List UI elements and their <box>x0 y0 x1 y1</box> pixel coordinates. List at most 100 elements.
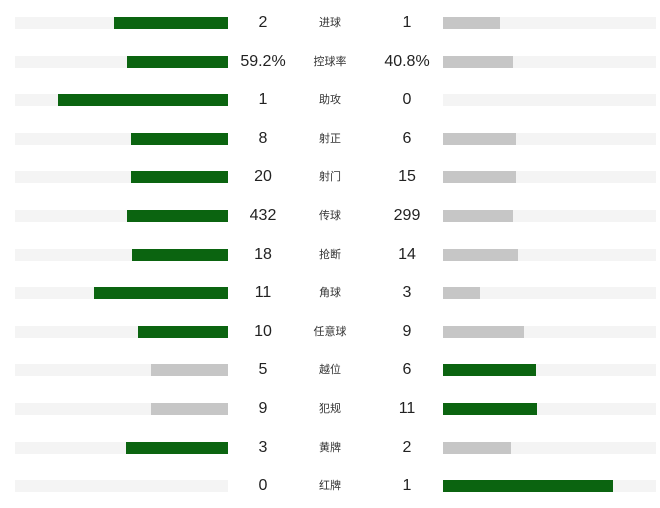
home-value: 3 <box>258 438 268 456</box>
home-bar-track <box>15 248 228 261</box>
home-bar-track <box>15 17 228 29</box>
away-bar <box>443 132 517 145</box>
home-bar <box>130 132 228 145</box>
away-value: 6 <box>402 361 412 379</box>
home-value: 1 <box>258 91 268 109</box>
home-value: 9 <box>258 400 268 417</box>
away-bar <box>443 248 518 261</box>
stat-row: 10 任意球 9 <box>0 322 660 342</box>
home-bar-track <box>15 403 228 415</box>
stat-row: 59.2% 控球率 40.8% <box>0 52 660 72</box>
stat-row: 432 传球 299 <box>0 206 660 226</box>
stat-label: 进球 <box>319 16 341 29</box>
home-bar <box>94 287 228 300</box>
away-bar-track <box>443 94 656 107</box>
away-value: 1 <box>402 477 412 495</box>
home-bar <box>130 171 228 184</box>
stat-label: 射门 <box>319 170 341 184</box>
stat-row: 9 犯规 11 <box>0 399 660 419</box>
away-bar-track <box>443 403 656 415</box>
away-value: 0 <box>402 91 412 109</box>
stat-label: 黄牌 <box>319 440 341 454</box>
stat-row: 0 红牌 1 <box>0 476 660 496</box>
home-value: 18 <box>254 245 272 263</box>
away-bar-track <box>443 364 656 377</box>
away-bar <box>443 364 536 377</box>
away-bar-track <box>443 55 656 68</box>
away-value: 11 <box>398 400 416 417</box>
stat-label: 控球率 <box>313 54 347 68</box>
away-bar-track <box>443 171 656 184</box>
home-value: 11 <box>254 284 272 302</box>
stat-label: 越位 <box>319 363 341 377</box>
stat-label: 犯规 <box>319 402 341 415</box>
away-bar-track <box>443 17 656 29</box>
stat-label: 助攻 <box>319 93 341 107</box>
stat-row: 2 进球 1 <box>0 13 660 33</box>
stat-row: 18 抢断 14 <box>0 245 660 265</box>
home-bar-track <box>15 94 228 107</box>
away-bar-track <box>443 287 656 300</box>
home-value: 10 <box>254 322 272 340</box>
stat-label: 抢断 <box>319 247 341 261</box>
away-value: 14 <box>398 245 416 263</box>
home-bar <box>150 364 228 377</box>
home-value: 8 <box>258 129 268 147</box>
away-bar-track <box>443 325 656 338</box>
stat-label: 红牌 <box>319 479 341 493</box>
away-bar <box>443 17 500 29</box>
stat-row: 11 角球 3 <box>0 283 660 303</box>
away-bar <box>443 441 512 454</box>
home-value: 432 <box>249 207 277 224</box>
home-value: 0 <box>258 477 268 495</box>
away-value: 3 <box>402 284 412 302</box>
home-bar-track <box>15 210 228 222</box>
away-bar-track <box>443 132 656 145</box>
home-value: 5 <box>258 361 268 379</box>
stat-label: 传球 <box>319 209 341 222</box>
away-bar <box>443 287 480 300</box>
away-value: 9 <box>402 322 412 340</box>
stat-row: 8 射正 6 <box>0 129 660 149</box>
home-bar-track <box>15 441 228 454</box>
away-bar <box>443 403 537 415</box>
away-bar-track <box>443 248 656 261</box>
home-bar-track <box>15 132 228 145</box>
away-bar <box>443 325 524 338</box>
stat-label: 任意球 <box>313 324 347 338</box>
home-bar <box>127 210 228 222</box>
away-bar <box>443 55 513 68</box>
away-bar-track <box>443 480 656 493</box>
stat-row: 1 助攻 0 <box>0 90 660 110</box>
home-bar-track <box>15 55 228 68</box>
home-bar-track <box>15 480 228 493</box>
away-value: 1 <box>402 14 412 31</box>
stat-row: 3 黄牌 2 <box>0 438 660 458</box>
away-value: 2 <box>402 438 412 456</box>
away-bar <box>443 171 517 184</box>
away-value: 6 <box>402 129 412 147</box>
home-bar <box>132 248 228 261</box>
stat-row: 5 越位 6 <box>0 360 660 380</box>
stat-label: 角球 <box>319 286 341 300</box>
home-value: 20 <box>254 168 272 186</box>
away-value: 15 <box>398 168 416 186</box>
home-value: 59.2% <box>240 52 286 70</box>
home-value: 2 <box>258 14 268 31</box>
home-bar-track <box>15 364 228 377</box>
home-bar <box>151 403 228 415</box>
home-bar-track <box>15 287 228 300</box>
away-bar-track <box>443 441 656 454</box>
home-bar-track <box>15 325 228 338</box>
away-bar-track <box>443 210 656 222</box>
home-bar <box>125 441 228 454</box>
stat-label: 射正 <box>319 131 341 145</box>
away-value: 299 <box>393 207 421 224</box>
away-value: 40.8% <box>384 52 430 70</box>
away-bar <box>443 480 614 493</box>
home-bar-track <box>15 171 228 184</box>
home-bar <box>57 94 228 107</box>
home-bar <box>114 17 228 29</box>
away-bar <box>443 210 513 222</box>
home-bar <box>138 325 228 338</box>
